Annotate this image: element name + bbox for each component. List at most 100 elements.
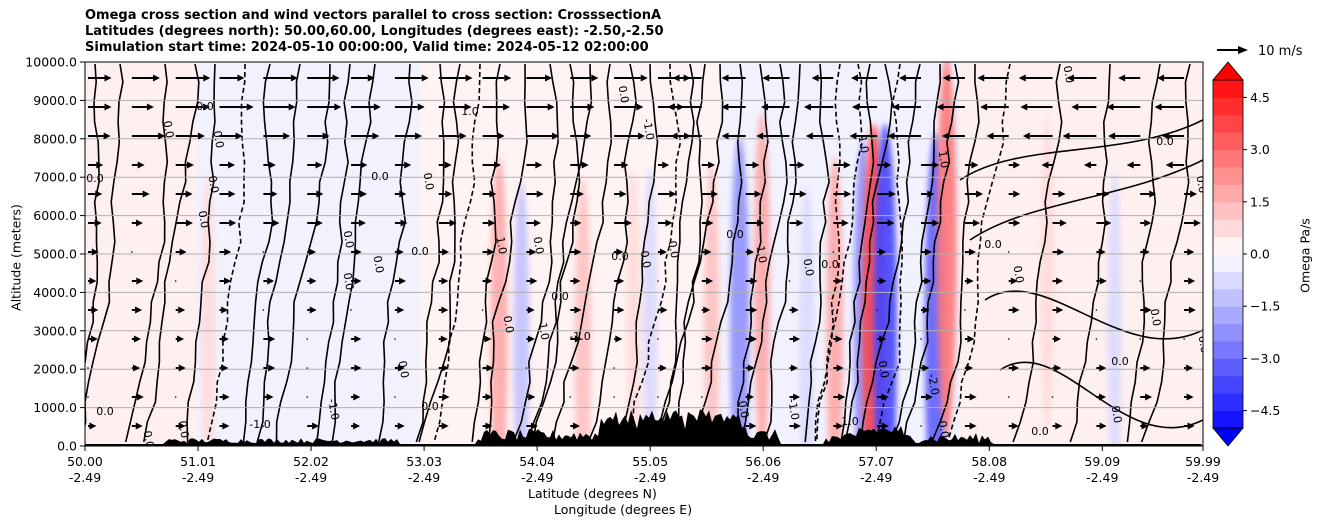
contour-label: 0.0 (371, 170, 389, 183)
wind-vector-head (316, 190, 324, 198)
wind-vector-head (353, 422, 361, 430)
wind-vector-head (799, 190, 807, 198)
wind-vector (1183, 338, 1185, 340)
wind-vector-head (442, 393, 450, 401)
wind-vector-head (158, 132, 166, 140)
contour-label: 0.0 (501, 315, 517, 334)
x-tick-label-lon: -2.49 (521, 470, 553, 485)
contour-label: 0.0 (206, 175, 222, 194)
wind-vector-head (1099, 364, 1107, 372)
wind-vector (613, 367, 615, 369)
contour-line (626, 63, 682, 443)
title-line-3: Simulation start time: 2024-05-10 00:00:… (85, 40, 649, 55)
wind-vector-head (879, 277, 887, 285)
x-tick-label-lat: 59.09 (1084, 454, 1120, 469)
wind-vector-head (186, 161, 194, 169)
wind-vector-head (706, 277, 714, 285)
contour-label: 0.0 (821, 258, 839, 271)
contour-line (984, 290, 1203, 340)
wind-vector-head (669, 190, 677, 198)
wind-vector-head (581, 161, 589, 169)
wind-vector-head (95, 190, 103, 198)
wind-vector-head (309, 277, 317, 285)
wind-vector-head (1059, 219, 1067, 227)
wind-vector-head (334, 103, 342, 111)
wind-vector-head (1142, 248, 1150, 256)
wind-vector-head (354, 335, 362, 343)
wind-vector-head (879, 248, 887, 256)
contour-line (999, 361, 1203, 429)
wind-vector-head (749, 422, 757, 430)
colorbar-band (1213, 114, 1243, 133)
wind-vector-head (966, 364, 974, 372)
wind-vector-head (757, 219, 765, 227)
wind-vector-head (925, 393, 933, 401)
wind-vector (1007, 396, 1010, 398)
wind-vector-head (224, 248, 232, 256)
wind-vector-head (360, 190, 368, 198)
wind-vector-head (203, 74, 211, 82)
x-tick-label-lat: 59.99 (1185, 454, 1221, 469)
contour-label: 0.0 (531, 236, 547, 255)
omega-feature (799, 185, 815, 446)
wind-vector-head (185, 219, 193, 227)
wind-vector-head (396, 248, 404, 256)
wind-vector-head (750, 335, 758, 343)
contour-label: 0.0 (371, 255, 387, 274)
wind-vector-head (790, 364, 798, 372)
wind-vector-head (756, 132, 764, 140)
wind-vector (1139, 338, 1142, 340)
colorbar-band (1213, 341, 1243, 359)
wind-vector-head (1013, 161, 1021, 169)
contour-label: 0.0 (551, 290, 569, 303)
wind-vector-head (1106, 103, 1114, 111)
wind-vector (262, 309, 265, 311)
contour-label: 0.0 (176, 420, 192, 439)
colorbar-band (1213, 306, 1243, 325)
wind-vector-head (747, 248, 755, 256)
wind-vector-head (222, 422, 230, 430)
wind-vector-head (888, 190, 896, 198)
wind-vector (569, 396, 572, 398)
x-axis: 50.00-2.4951.01-2.4952.02-2.4953.03-2.49… (67, 446, 1221, 485)
wind-vector-head (1165, 161, 1173, 169)
wind-vector-head (1108, 132, 1116, 140)
wind-vector-head (237, 74, 245, 82)
wind-vector-head (185, 190, 193, 198)
wind-vector (306, 396, 309, 398)
wind-vector-head (137, 161, 145, 169)
contour-label: -1.0 (535, 318, 552, 341)
wind-vector-head (1186, 393, 1194, 401)
wind-vector-head (977, 74, 985, 82)
contour-label: 0.0 (1011, 265, 1027, 284)
wind-vector (657, 280, 659, 282)
wind-vector-head (1099, 277, 1107, 285)
wind-vector-head (968, 248, 976, 256)
wind-vector-head (397, 364, 405, 372)
contour-line (655, 63, 706, 443)
wind-vector-head (967, 335, 975, 343)
wind-vector-head (887, 219, 895, 227)
wind-vector-head (354, 364, 362, 372)
wind-vector-head (672, 74, 680, 82)
contour-label: 0.0 (611, 250, 629, 263)
contour-label: 0.0 (421, 400, 439, 413)
wind-vector-head (1145, 393, 1153, 401)
wind-vector (1007, 338, 1010, 340)
wind-vector-head (971, 161, 979, 169)
wind-vector-head (530, 422, 538, 430)
wind-vector-head (851, 103, 859, 111)
wind-vector-head (146, 103, 154, 111)
wind-vector-head (1143, 364, 1151, 372)
wind-vector-head (1190, 190, 1198, 198)
contour-label: -2.0 (925, 373, 942, 396)
wind-vector-head (636, 103, 644, 111)
wind-vector (87, 367, 89, 369)
wind-vector-head (96, 161, 104, 169)
y-tick-label: 8000.0 (33, 131, 77, 146)
colorbar-tick-label: −3.0 (1250, 351, 1280, 366)
wind-vector-head (1188, 306, 1196, 314)
wind-vector-head (221, 335, 229, 343)
title-line-2: Latitudes (degrees north): 50.00,60.00, … (85, 24, 664, 39)
wind-vector-head (529, 248, 537, 256)
